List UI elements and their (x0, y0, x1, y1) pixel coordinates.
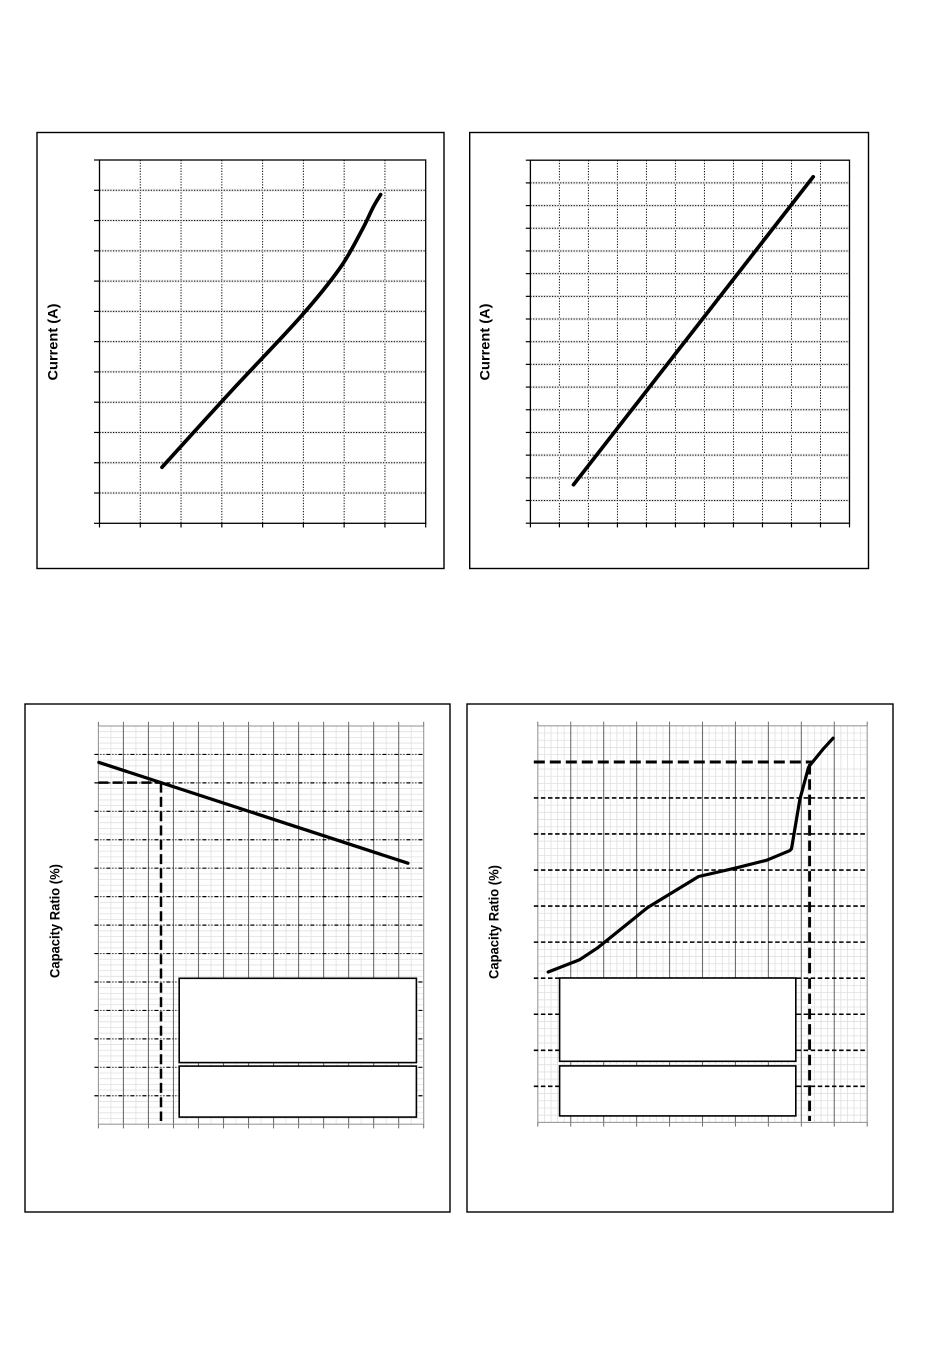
svg-text:Current (A): Current (A) (477, 304, 493, 381)
svg-text:Capacity Ratio (%): Capacity Ratio (%) (47, 864, 63, 978)
svg-text:Capacity Ratio (%): Capacity Ratio (%) (485, 865, 501, 979)
svg-text:Current (A): Current (A) (45, 304, 61, 381)
